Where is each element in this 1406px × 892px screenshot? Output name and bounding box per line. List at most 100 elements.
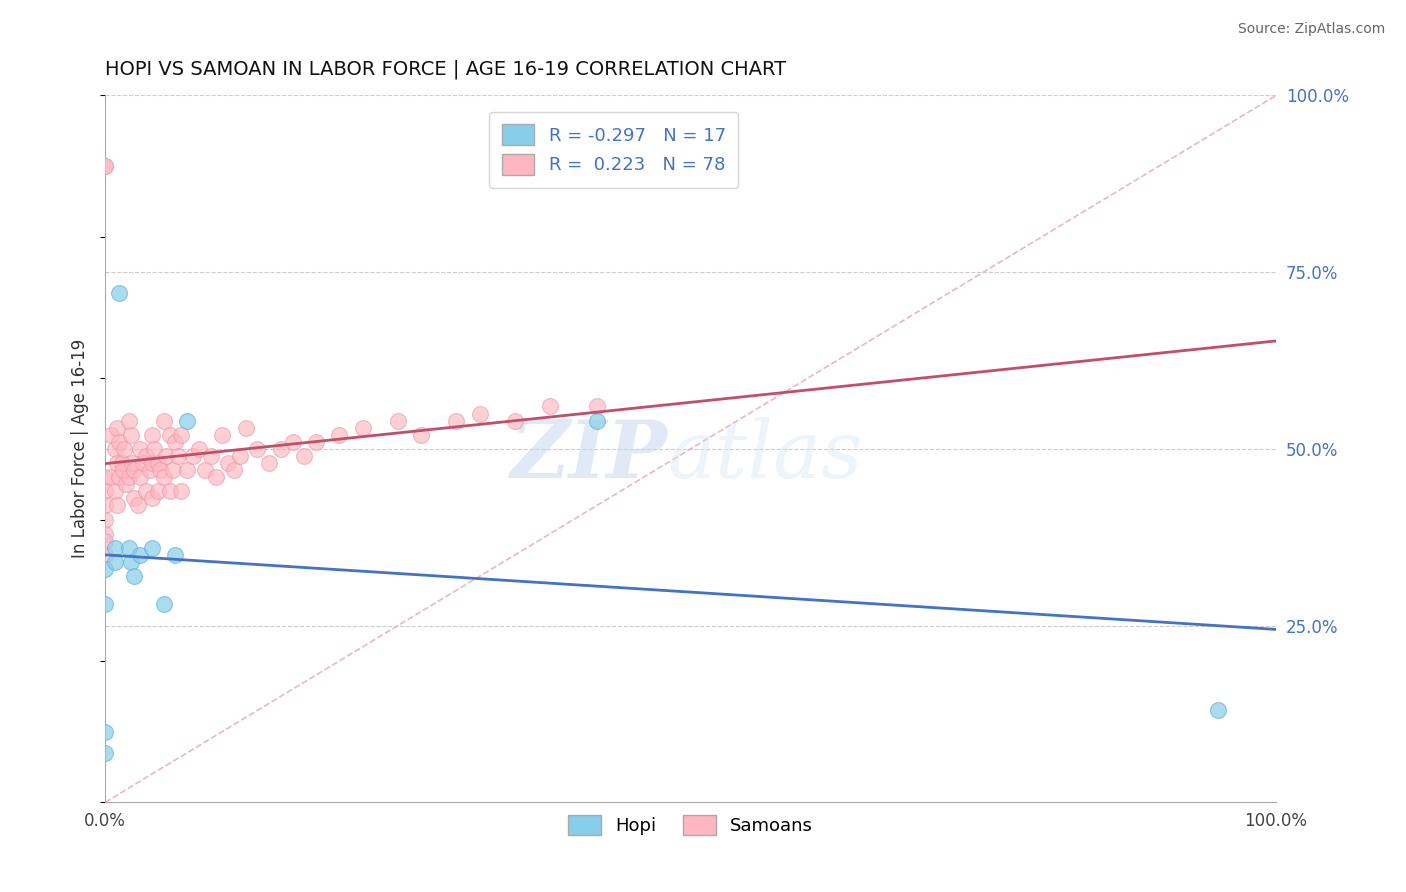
Point [94, 484, 117, 499]
Point [111, 463, 134, 477]
Point [305, 434, 328, 449]
Point [146, 484, 169, 499]
Point [141, 541, 163, 555]
Point [146, 456, 169, 470]
Point [129, 470, 152, 484]
Point [257, 456, 280, 470]
Point [120, 427, 142, 442]
Point [115, 477, 138, 491]
Point [170, 427, 193, 442]
Point [141, 427, 163, 442]
Text: HOPI VS SAMOAN IN LABOR FORCE | AGE 16-19 CORRELATION CHART: HOPI VS SAMOAN IN LABOR FORCE | AGE 16-1… [105, 60, 786, 79]
Point [200, 449, 222, 463]
Point [103, 442, 125, 456]
Point [352, 420, 374, 434]
Point [162, 463, 184, 477]
Point [155, 449, 177, 463]
Point [187, 442, 209, 456]
Point [94, 562, 117, 576]
Point [108, 434, 131, 449]
Point [94, 548, 117, 562]
Point [94, 470, 117, 484]
Text: atlas: atlas [668, 417, 863, 495]
Point [129, 442, 152, 456]
Point [124, 463, 146, 477]
Point [149, 463, 172, 477]
Point [411, 427, 433, 442]
Point [152, 598, 174, 612]
Point [246, 442, 269, 456]
Point [112, 442, 135, 456]
Point [538, 400, 561, 414]
Point [103, 484, 125, 499]
Point [103, 541, 125, 555]
Point [117, 413, 139, 427]
Point [131, 456, 153, 470]
Point [468, 407, 491, 421]
Point [292, 449, 315, 463]
Point [108, 286, 131, 301]
Point [211, 427, 233, 442]
Point [586, 413, 609, 427]
Point [105, 499, 128, 513]
Point [124, 491, 146, 506]
Point [159, 427, 181, 442]
Y-axis label: In Labor Force | Age 16-19: In Labor Force | Age 16-19 [72, 339, 89, 558]
Legend: Hopi, Samoans: Hopi, Samoans [561, 807, 820, 843]
Point [117, 470, 139, 484]
Point [103, 555, 125, 569]
Point [100, 427, 122, 442]
Point [135, 484, 157, 499]
Point [94, 159, 117, 173]
Point [141, 491, 163, 506]
Point [100, 470, 122, 484]
Point [124, 569, 146, 583]
Point [120, 555, 142, 569]
Point [143, 442, 166, 456]
Point [205, 470, 228, 484]
Point [94, 746, 117, 760]
Point [94, 159, 117, 173]
Point [222, 463, 245, 477]
Point [165, 434, 187, 449]
Point [281, 434, 304, 449]
Point [387, 413, 409, 427]
Point [235, 420, 257, 434]
Point [217, 456, 239, 470]
Point [141, 456, 163, 470]
Point [270, 442, 292, 456]
Point [94, 499, 117, 513]
Point [108, 470, 131, 484]
Text: ZIP: ZIP [510, 417, 668, 495]
Point [105, 420, 128, 434]
Point [105, 456, 128, 470]
Point [152, 413, 174, 427]
Point [170, 484, 193, 499]
Point [117, 541, 139, 555]
Point [194, 463, 217, 477]
Point [129, 548, 152, 562]
Text: Source: ZipAtlas.com: Source: ZipAtlas.com [1237, 22, 1385, 37]
Point [110, 456, 132, 470]
Point [94, 724, 117, 739]
Point [176, 463, 198, 477]
Point [181, 449, 204, 463]
Point [127, 499, 149, 513]
Point [94, 533, 117, 548]
Point [446, 413, 468, 427]
Point [94, 598, 117, 612]
Point [176, 413, 198, 427]
Point [229, 449, 252, 463]
Point [121, 456, 143, 470]
Point [503, 413, 526, 427]
Point [166, 449, 188, 463]
Point [159, 484, 181, 499]
Point [135, 449, 157, 463]
Point [165, 548, 187, 562]
Point [94, 526, 117, 541]
Point [152, 470, 174, 484]
Point [1206, 703, 1229, 717]
Point [586, 400, 609, 414]
Point [94, 512, 117, 526]
Point [138, 463, 160, 477]
